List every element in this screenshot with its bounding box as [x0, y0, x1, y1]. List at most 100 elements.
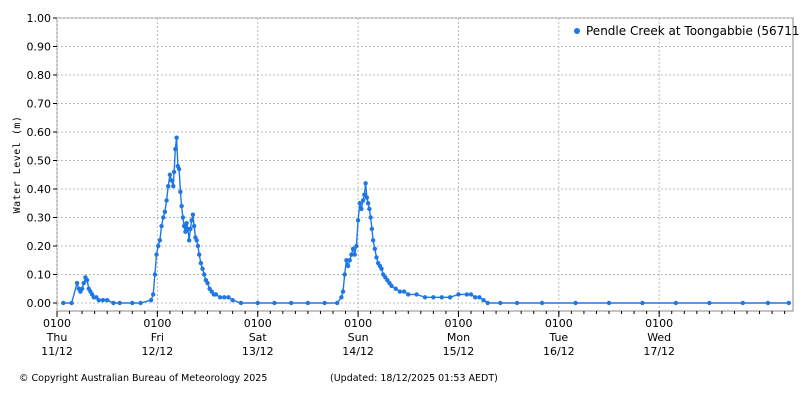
x-tick-label: 16/12 — [543, 345, 575, 358]
data-point — [180, 215, 186, 220]
data-point — [431, 295, 436, 300]
data-point — [573, 300, 578, 306]
data-point — [464, 292, 470, 297]
data-point — [673, 300, 679, 306]
x-tick-label: 17/12 — [643, 345, 675, 358]
y-tick-label: 1.00 — [27, 12, 52, 25]
data-point — [69, 300, 74, 306]
x-tick-label: 0100 — [244, 317, 272, 330]
data-point — [401, 289, 407, 294]
data-point — [539, 300, 545, 306]
data-point — [230, 297, 235, 303]
data-point — [477, 295, 482, 300]
data-point — [345, 263, 351, 269]
data-point — [334, 300, 340, 306]
data-point — [176, 166, 182, 172]
data-point — [485, 300, 490, 306]
data-point — [414, 292, 419, 297]
data-point — [184, 221, 189, 226]
y-tick-label: 0.50 — [27, 155, 52, 168]
legend-marker — [574, 28, 580, 34]
data-point — [397, 289, 403, 294]
data-point — [472, 295, 478, 300]
data-point — [255, 300, 260, 306]
x-tick-label: Sat — [249, 331, 268, 344]
data-point — [100, 297, 106, 303]
data-point — [368, 215, 373, 220]
data-point — [481, 297, 486, 303]
data-point — [393, 286, 398, 291]
data-point — [200, 266, 205, 271]
data-point — [360, 198, 366, 203]
data-point — [342, 272, 347, 277]
data-point — [498, 300, 503, 306]
copyright-notice: © Copyright Australian Bureau of Meteoro… — [19, 373, 268, 384]
data-point — [190, 212, 196, 217]
data-point — [159, 223, 164, 229]
data-point — [226, 295, 231, 300]
x-tick-label: 0100 — [444, 317, 472, 330]
x-tick-label: 0100 — [344, 317, 372, 330]
x-tick-label: Thu — [46, 331, 68, 344]
plot-frame — [56, 17, 794, 312]
data-point — [363, 181, 368, 186]
x-tick-label: 15/12 — [443, 345, 475, 358]
x-tick-label: 0100 — [645, 317, 673, 330]
data-point — [349, 252, 354, 257]
x-tick-label: Wed — [647, 331, 671, 344]
data-point — [322, 300, 327, 306]
data-point — [130, 300, 135, 306]
data-point — [379, 266, 384, 271]
data-point — [740, 300, 746, 306]
data-point — [272, 300, 277, 306]
legend: Pendle Creek at Toongabbie (567118) — [574, 24, 800, 38]
data-point — [117, 300, 122, 306]
data-point — [213, 292, 219, 297]
x-tick-label: 14/12 — [342, 345, 374, 358]
data-point — [157, 238, 163, 243]
y-axis-label: Water Level (m) — [12, 116, 23, 214]
data-point — [189, 218, 194, 223]
data-point — [374, 255, 379, 260]
data-point — [352, 252, 357, 257]
data-point — [174, 135, 179, 140]
data-point — [178, 189, 183, 195]
data-point — [347, 258, 352, 263]
data-point — [339, 295, 344, 300]
data-point — [61, 300, 66, 306]
data-point — [447, 295, 453, 300]
data-point — [439, 295, 444, 300]
x-tick-label: Sun — [348, 331, 369, 344]
x-tick-label: 0100 — [545, 317, 573, 330]
data-point — [514, 300, 520, 306]
data-point — [606, 300, 612, 306]
y-tick-label: 0.10 — [27, 269, 52, 282]
legend-label: Pendle Creek at Toongabbie (567118) — [586, 24, 800, 38]
grid-lines — [56, 17, 793, 311]
data-point — [138, 300, 143, 306]
data-point — [171, 169, 177, 175]
data-point — [344, 258, 349, 263]
data-point — [786, 300, 792, 306]
data-point — [359, 206, 364, 212]
y-tick-label: 0.60 — [27, 126, 52, 139]
data-point — [94, 295, 99, 300]
y-tick-label: 0.70 — [27, 98, 52, 111]
data-point — [422, 295, 428, 300]
data-point — [179, 203, 184, 209]
data-point — [171, 183, 176, 189]
x-tick-label: 12/12 — [142, 345, 174, 358]
data-point — [640, 300, 645, 306]
data-point — [183, 229, 188, 234]
data-point — [154, 252, 159, 257]
data-point — [111, 300, 116, 306]
data-point — [357, 201, 362, 206]
data-point — [84, 278, 90, 283]
data-point — [707, 300, 712, 306]
y-tick-label: 0.80 — [27, 69, 52, 82]
data-point — [365, 201, 371, 206]
data-point — [169, 178, 174, 183]
data-point — [164, 198, 169, 203]
data-point — [96, 297, 102, 303]
data-point — [152, 272, 158, 277]
